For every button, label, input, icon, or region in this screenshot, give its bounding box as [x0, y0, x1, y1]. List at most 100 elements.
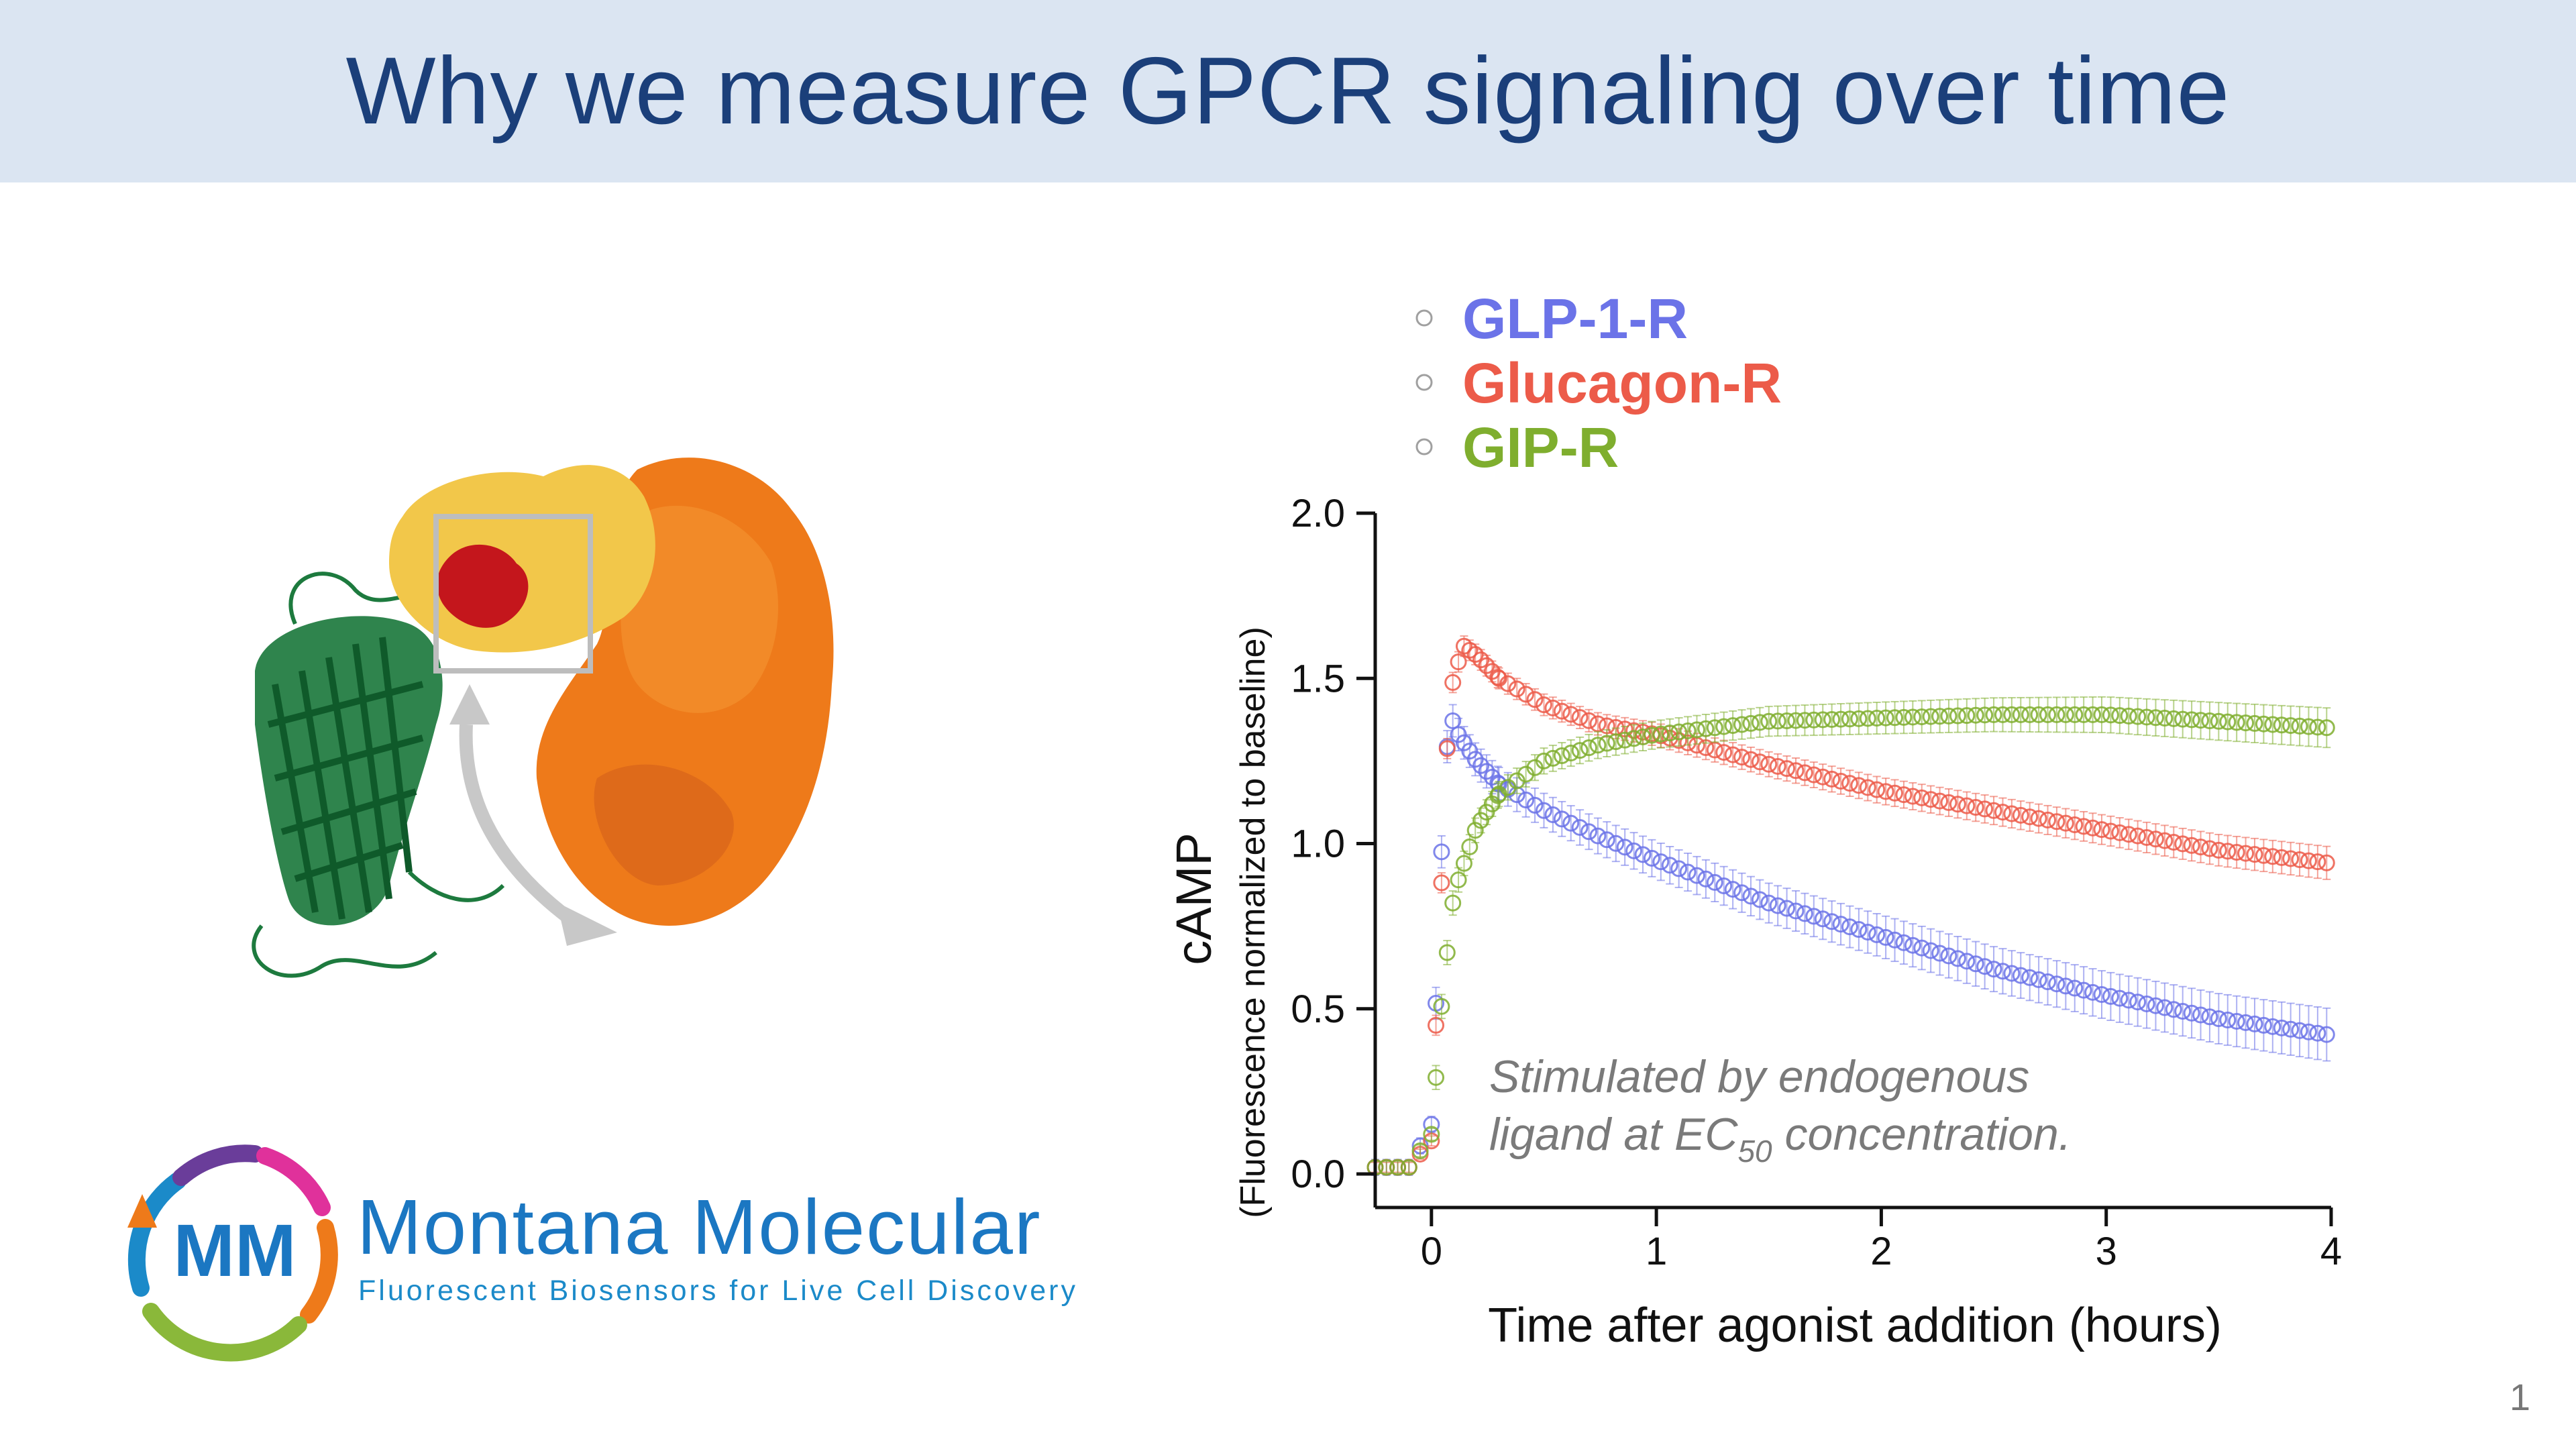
logo-monogram: MM [173, 1210, 296, 1292]
data-point [1444, 712, 1462, 729]
legend-label: GLP-1-R [1462, 287, 1688, 350]
logo-ring-orange [300, 1219, 338, 1324]
data-point [1958, 707, 1976, 724]
double-arrow-graphic [449, 684, 617, 946]
data-point [1450, 653, 1467, 671]
data-point [1562, 814, 1580, 832]
data-point [2165, 834, 2182, 851]
data-point [2264, 716, 2282, 733]
data-point [2048, 706, 2065, 723]
data-point [1760, 894, 1778, 912]
x-tick-label: 3 [2096, 1230, 2117, 1273]
data-point [1616, 839, 1633, 856]
annotation-line-1: Stimulated by endogenous [1489, 1051, 2029, 1102]
data-point [1742, 714, 1760, 732]
data-point [2156, 832, 2174, 849]
data-point [2264, 848, 2282, 865]
x-tick-label: 4 [2320, 1230, 2342, 1273]
data-point [1895, 708, 1913, 726]
data-point [2093, 706, 2110, 723]
data-point [1625, 842, 1643, 859]
data-point [2210, 841, 2227, 859]
data-point [2093, 821, 2110, 839]
data-point [2066, 706, 2084, 723]
data-point [1814, 711, 1831, 729]
data-point [1461, 838, 1479, 855]
data-point [2003, 706, 2021, 723]
series-glp-1-r [1366, 704, 2335, 1176]
data-point [1751, 891, 1768, 908]
data-point [1616, 731, 1633, 749]
data-point [2003, 965, 2021, 982]
data-point [1886, 709, 1904, 727]
data-point [2120, 991, 2137, 1009]
data-point [1859, 779, 1876, 796]
data-point [2300, 718, 2317, 735]
data-point [1769, 712, 1786, 730]
data-point [1553, 747, 1570, 764]
logo-ring-blue [127, 1172, 186, 1297]
data-point [1589, 827, 1607, 845]
data-point [1389, 1159, 1407, 1176]
data-point [1868, 710, 1886, 727]
data-point [1922, 942, 1939, 959]
data-point [1994, 963, 2011, 980]
data-point [2291, 717, 2308, 735]
data-point [2021, 808, 2039, 826]
data-point [1796, 764, 1813, 782]
data-point [2147, 830, 2164, 848]
data-point [2102, 706, 2119, 724]
data-point [1859, 710, 1876, 727]
data-point [2219, 843, 2237, 860]
data-point [1967, 799, 1984, 816]
logo-tagline: Fluorescent Biosensors for Live Cell Dis… [358, 1275, 1078, 1307]
data-point [1832, 773, 1849, 790]
data-point [1769, 757, 1786, 775]
data-point [1931, 945, 1949, 962]
data-point [1670, 723, 1688, 741]
data-point [2156, 710, 2174, 727]
y-tick-label: 0.0 [1291, 1152, 1345, 1196]
data-point [1877, 928, 1894, 946]
data-point [2201, 840, 2218, 857]
data-point [1931, 708, 1949, 725]
data-point [1877, 783, 1894, 800]
x-tick-label: 2 [1870, 1230, 1892, 1273]
data-point [1466, 646, 1484, 663]
data-point [1466, 822, 1484, 839]
data-point [1976, 800, 1994, 818]
data-point [1823, 711, 1841, 729]
data-point [1985, 706, 2002, 723]
data-point [1553, 702, 1570, 720]
data-point [1706, 873, 1723, 891]
data-point [1571, 818, 1589, 836]
data-point [2192, 839, 2210, 856]
data-point [1814, 768, 1831, 786]
data-point [2174, 710, 2192, 728]
data-point [1478, 763, 1495, 780]
data-point [1787, 712, 1805, 729]
annotation-line-2-prefix: ligand at EC [1489, 1109, 1738, 1160]
legend-marker [1415, 309, 1433, 327]
data-point [1976, 706, 1994, 724]
data-point [2201, 1008, 2218, 1026]
data-point [1571, 742, 1589, 759]
data-point [1715, 877, 1733, 895]
data-point [2192, 712, 2210, 729]
data-point [1598, 831, 1615, 849]
data-point [1832, 916, 1849, 933]
data-point [2219, 713, 2237, 731]
y-tick-label: 2.0 [1291, 492, 1345, 535]
data-point [2255, 1016, 2272, 1034]
data-point [1526, 691, 1544, 708]
data-point [1715, 718, 1733, 735]
data-point [1922, 708, 1939, 725]
data-point [1949, 796, 1966, 813]
data-point [1499, 675, 1517, 692]
data-point [1625, 730, 1643, 747]
data-point [1850, 921, 1868, 938]
data-point [1904, 788, 1921, 805]
data-point [2138, 708, 2155, 726]
